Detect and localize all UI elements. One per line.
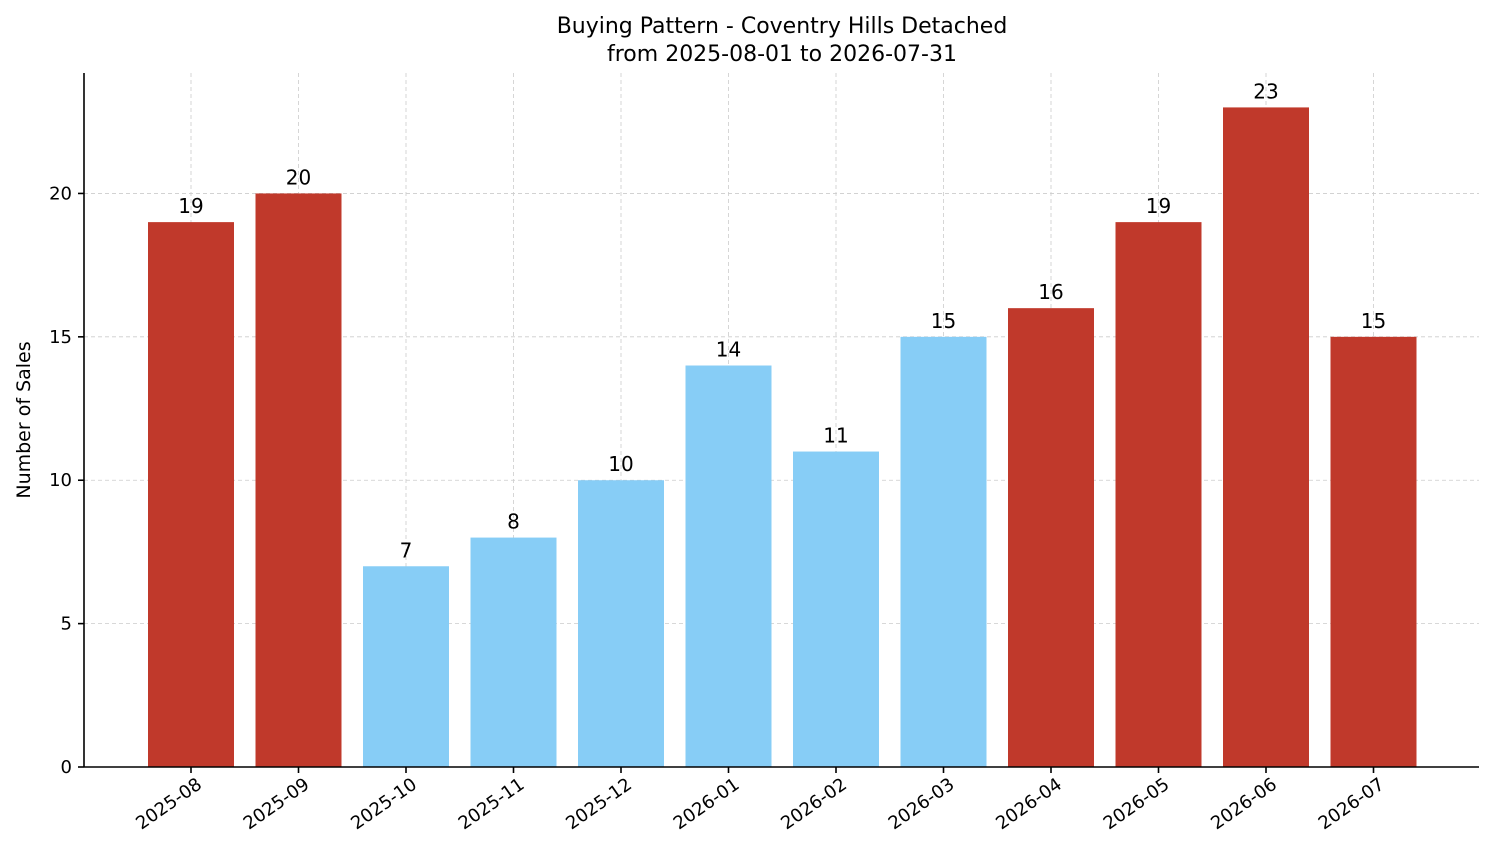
bar — [685, 365, 772, 767]
bar — [470, 537, 557, 767]
x-tick-label: 2026-03 — [885, 774, 959, 834]
data-label: 20 — [286, 165, 311, 189]
bar — [1008, 308, 1094, 767]
x-tick-label: 2025-10 — [347, 774, 421, 834]
bar — [255, 193, 342, 767]
x-tick-label: 2026-01 — [670, 774, 744, 834]
data-label: 16 — [1038, 280, 1063, 304]
data-label: 7 — [400, 538, 413, 562]
data-label: 23 — [1253, 79, 1278, 103]
bar — [1330, 336, 1417, 767]
x-tick-label: 2025-09 — [240, 774, 314, 834]
data-label: 8 — [507, 510, 520, 534]
x-tick-label: 2026-04 — [992, 774, 1066, 834]
bar — [1223, 107, 1309, 768]
axes-layer — [83, 73, 1479, 768]
y-tick-label: 15 — [49, 327, 72, 348]
x-tick-label: 2026-02 — [777, 774, 851, 834]
bar — [900, 336, 987, 767]
y-tick-label: 0 — [61, 757, 72, 778]
y-tick-label: 5 — [61, 614, 72, 635]
data-label: 19 — [1146, 194, 1171, 218]
chart-subtitle: from 2025-08-01 to 2026-07-31 — [607, 42, 957, 67]
y-tick-label: 10 — [49, 470, 72, 491]
data-labels-layer: 19 20 7 8 10 14 11 15 16 19 23 15 — [178, 79, 1386, 562]
x-tick-label: 2026-06 — [1207, 774, 1281, 834]
data-label: 10 — [608, 452, 633, 476]
bars-layer — [148, 107, 1417, 768]
x-tick-label: 2025-08 — [132, 774, 206, 834]
data-label: 15 — [1361, 309, 1386, 333]
y-ticks-layer: 0 5 10 15 20 — [49, 183, 84, 778]
y-tick-label: 20 — [49, 183, 72, 204]
y-axis-label: Number of Sales — [13, 341, 35, 498]
data-label: 15 — [931, 309, 956, 333]
bar — [148, 222, 234, 767]
x-ticks-layer: 2025-08 2025-09 2025-10 2025-11 2025-12 2026-… — [132, 767, 1388, 834]
bar — [578, 480, 664, 767]
x-tick-label: 2026-07 — [1315, 774, 1389, 834]
bar — [793, 451, 879, 767]
data-label: 19 — [178, 194, 203, 218]
bar — [1115, 222, 1202, 767]
x-tick-label: 2025-11 — [455, 774, 529, 834]
data-label: 11 — [823, 424, 848, 448]
bar — [363, 566, 449, 767]
data-label: 14 — [716, 338, 741, 362]
x-tick-label: 2026-05 — [1100, 774, 1174, 834]
x-tick-label: 2025-12 — [562, 774, 636, 834]
chart-title: Buying Pattern - Coventry Hills Detached — [557, 14, 1008, 39]
